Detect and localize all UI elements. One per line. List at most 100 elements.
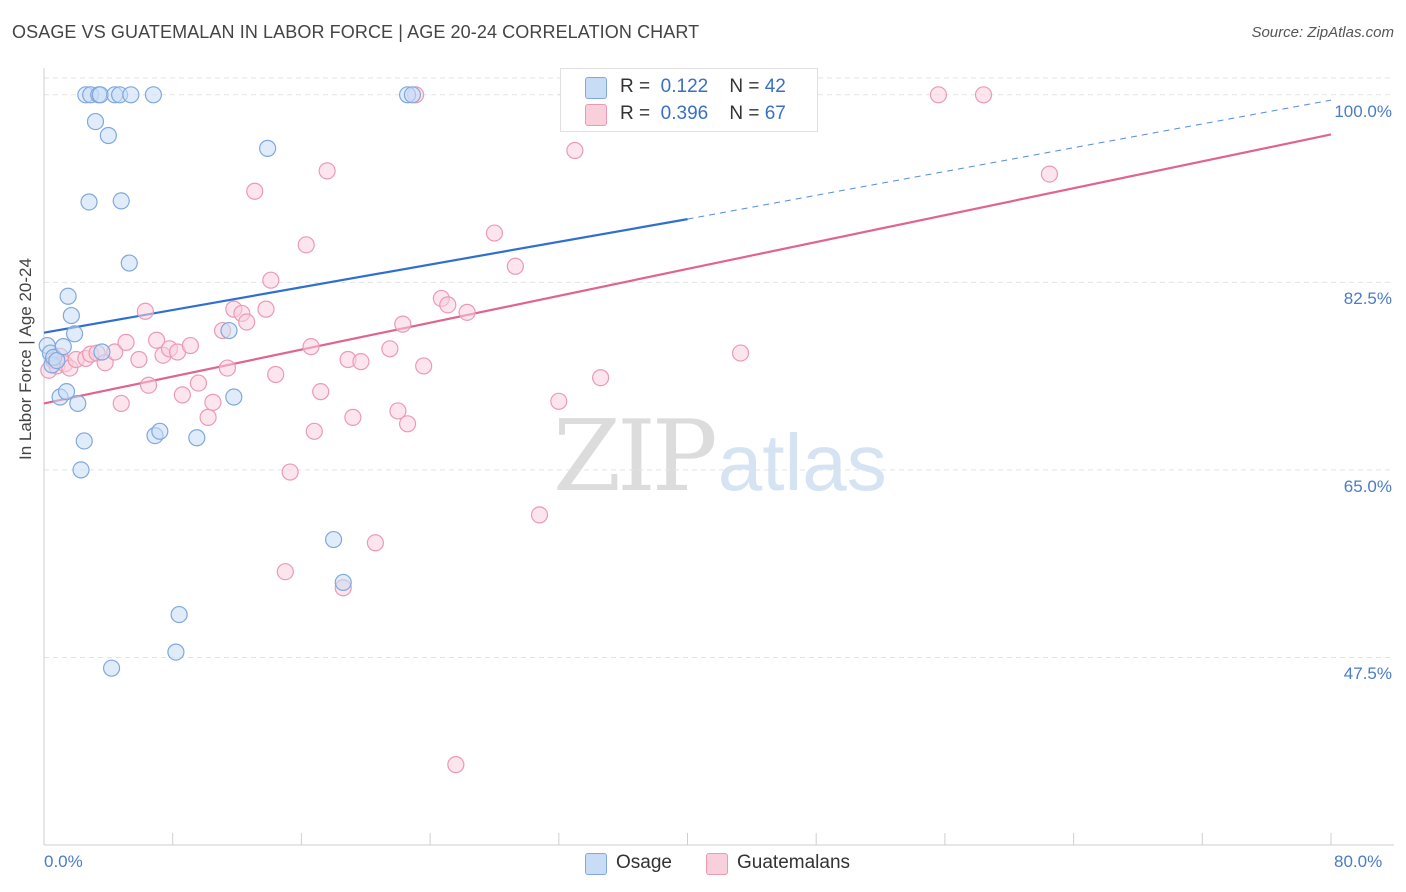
trend-lines [43, 99, 1332, 405]
watermark: ZIPatlas [553, 400, 887, 514]
osage-point [220, 321, 238, 340]
osage-point [167, 643, 185, 661]
chart-title: OSAGE VS GUATEMALAN IN LABOR FORCE | AGE… [12, 22, 700, 42]
legend-guatemalans-stats: R = 0.396 N = 67 [620, 103, 786, 124]
guatemalans-point [189, 374, 208, 392]
osage-point [144, 86, 162, 104]
guatemalans-point [974, 86, 993, 104]
osage-point [188, 429, 206, 447]
guatemalans-point [1040, 165, 1059, 183]
guatemalans-point [276, 563, 294, 581]
guatemalans-point [566, 141, 584, 160]
osage-n-value: 42 [764, 76, 786, 97]
guatemalans-point [447, 756, 465, 774]
axes [43, 68, 1394, 846]
osage-point [86, 112, 105, 131]
guatemalans-point [312, 383, 330, 401]
grid-lines [44, 77, 1394, 658]
correlation-legend: R = 0.122 N = 42 R = 0.396 N = 67 [560, 68, 818, 132]
osage-point [120, 254, 138, 272]
y-axis-label: In Labor Force | Age 20-24 [16, 258, 35, 460]
guatemalans-point [139, 376, 158, 394]
legend-osage-stats: R = 0.122 N = 42 [620, 76, 786, 97]
guatemalans-trend-line [43, 133, 1332, 405]
osage-point [59, 287, 77, 305]
osage-point [91, 86, 109, 104]
guatemalans-point [381, 340, 399, 358]
osage-point [99, 126, 117, 145]
osage-swatch [585, 77, 607, 99]
guatemalans-swatch [585, 104, 607, 126]
guatemalans-point [344, 408, 362, 426]
guatemalans-point [238, 313, 256, 331]
guatemalans-point [262, 271, 280, 289]
guatemalans-n-value: 67 [764, 103, 786, 124]
source-credit: Source: ZipAtlas.com [1251, 24, 1394, 41]
osage-point [151, 422, 169, 440]
osage-point [122, 86, 140, 104]
y-tick-label: 82.5% [1343, 289, 1392, 309]
x-tick-label-min: 0.0% [44, 852, 83, 871]
guatemalans-point [136, 302, 154, 320]
osage-legend-label: Osage [616, 852, 672, 873]
guatemalans-point [305, 422, 323, 440]
guatemalans-point [117, 333, 135, 351]
guatemalans-point [415, 357, 433, 375]
osage-point [170, 605, 188, 624]
guatemalans-point [485, 224, 504, 242]
guatemalans-point [148, 331, 166, 349]
guatemalans-point [204, 393, 222, 411]
guatemalans-point [458, 303, 476, 321]
guatemalans-point [181, 336, 199, 355]
watermark-zip: ZIP [553, 400, 718, 514]
guatemalans-point [130, 350, 148, 369]
guatemalans-point [439, 296, 457, 314]
guatemalans-point [394, 315, 412, 333]
guatemalans-point [318, 162, 336, 180]
x-tick-label-max: 80.0% [1334, 852, 1383, 871]
osage-point [112, 192, 130, 210]
guatemalans-point [199, 408, 217, 426]
osage-point [102, 659, 121, 677]
guatemalans-point [352, 353, 370, 371]
osage-points [38, 86, 578, 677]
osage-r-value: 0.122 [660, 76, 709, 97]
guatemalans-point [366, 534, 385, 552]
watermark-atlas: atlas [717, 418, 887, 507]
osage-point [69, 394, 87, 413]
guatemalans-point [246, 182, 264, 200]
guatemalans-point [302, 338, 320, 356]
osage-point [93, 343, 111, 361]
osage-point [48, 351, 66, 370]
osage-point [57, 383, 76, 401]
y-tick-label: 47.5% [1343, 664, 1392, 684]
guatemalans-point [112, 394, 130, 413]
guatemalans-point [267, 365, 285, 384]
guatemalans-point [297, 236, 315, 254]
guatemalans-point [592, 369, 610, 387]
y-tick-label: 65.0% [1343, 476, 1392, 496]
osage-point [80, 193, 98, 211]
osage-point [403, 86, 422, 104]
guatemalans-point [389, 402, 407, 420]
osage-point [334, 573, 352, 592]
guatemalans-point [530, 506, 549, 524]
guatemalans-point [731, 344, 750, 362]
guatemalans-point [550, 392, 568, 410]
osage-legend-swatch [585, 853, 607, 875]
guatemalans-r-value: 0.396 [660, 103, 709, 124]
guatemalans-legend-label: Guatemalans [737, 852, 851, 873]
guatemalans-point [929, 86, 948, 104]
osage-point [54, 338, 72, 356]
guatemalans-legend-swatch [706, 853, 728, 875]
osage-point [65, 325, 84, 343]
osage-point [225, 388, 243, 406]
guatemalans-point [398, 415, 417, 433]
osage-point [75, 432, 93, 450]
guatemalans-points [40, 86, 1059, 774]
osage-point [259, 139, 277, 157]
osage-point [324, 530, 343, 549]
guatemalans-point [506, 257, 524, 275]
guatemalans-point [218, 359, 236, 377]
